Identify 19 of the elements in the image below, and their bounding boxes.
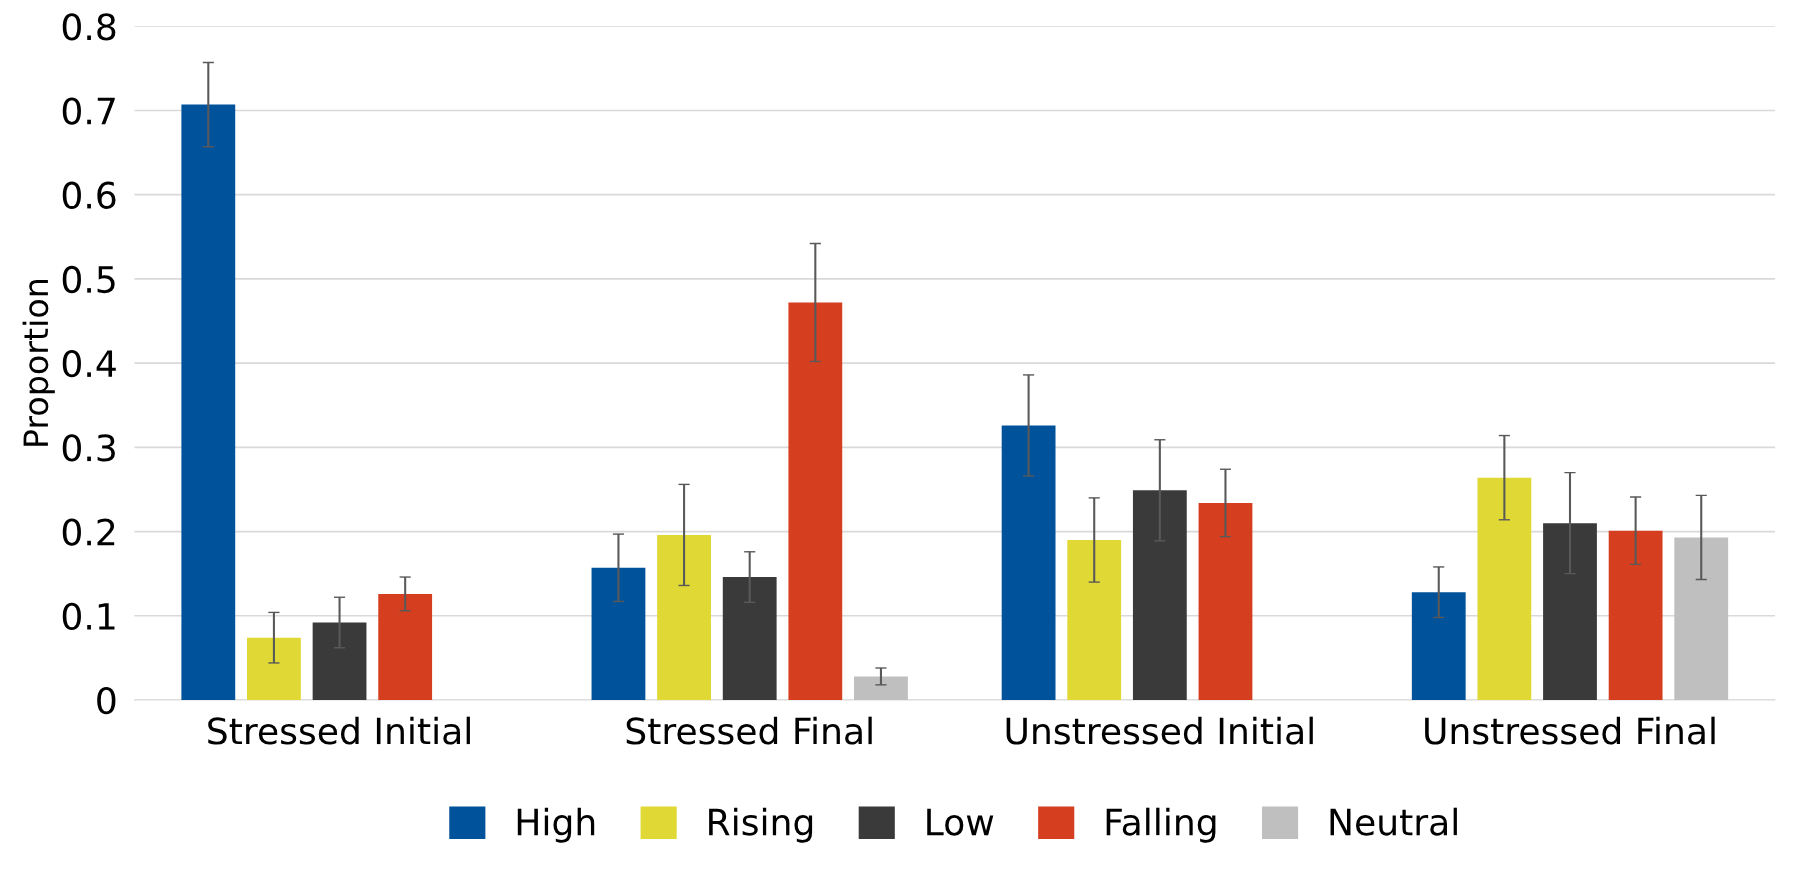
y-tick-label: 0.8: [62, 13, 116, 41]
y-tick-label: 0.6: [62, 181, 116, 209]
y-tick-label: 0.2: [62, 518, 115, 546]
legend-label: Falling: [1106, 807, 1216, 843]
x-tick-label: Stressed Final: [626, 716, 872, 745]
y-tick-label: 0.3: [62, 434, 115, 462]
legend-label: Rising: [709, 807, 813, 843]
legend-label: Neutral: [1330, 807, 1457, 836]
legend-label: Low: [927, 808, 994, 836]
x-tick-label: Unstressed Final: [1425, 716, 1715, 745]
y-tick-label: 0.7: [62, 97, 115, 125]
x-tick-label: Stressed Initial: [208, 716, 470, 745]
legend-label: High: [517, 807, 595, 843]
y-tick-label: 0.4: [62, 350, 116, 378]
x-tick-label: Unstressed Initial: [1006, 716, 1313, 745]
y-tick-label: 0.5: [62, 265, 115, 294]
y-axis-title: Proportion: [22, 279, 55, 446]
y-tick-label: 0: [97, 686, 116, 715]
y-tick-label: 0.1: [62, 602, 115, 631]
